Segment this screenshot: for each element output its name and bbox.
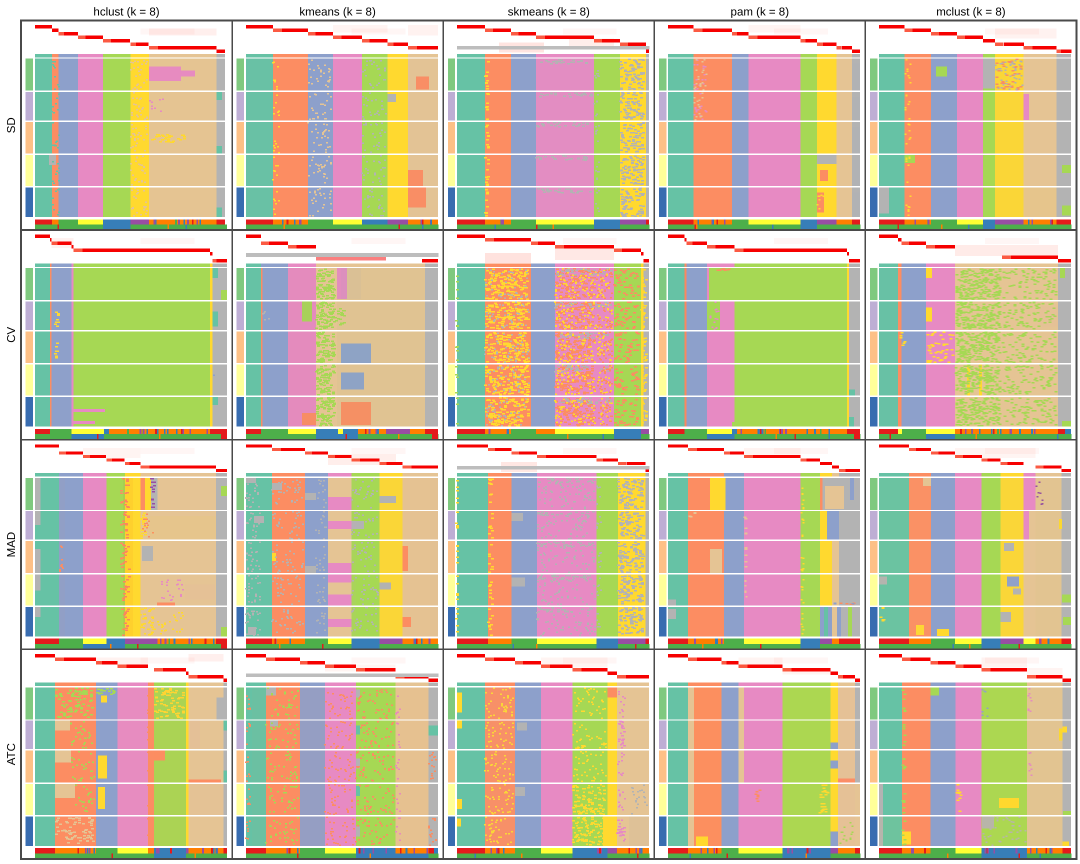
svg-text:pam (k = 8): pam (k = 8): [731, 7, 790, 19]
svg-text:mclust (k = 8): mclust (k = 8): [936, 7, 1006, 19]
svg-text:MAD: MAD: [6, 532, 18, 558]
svg-text:SD: SD: [6, 117, 18, 133]
svg-text:hclust (k = 8): hclust (k = 8): [93, 7, 159, 19]
svg-text:kmeans (k = 8): kmeans (k = 8): [299, 7, 376, 19]
svg-text:ATC: ATC: [6, 743, 18, 765]
svg-text:skmeans (k = 8): skmeans (k = 8): [508, 7, 590, 19]
svg-text:CV: CV: [6, 326, 18, 342]
